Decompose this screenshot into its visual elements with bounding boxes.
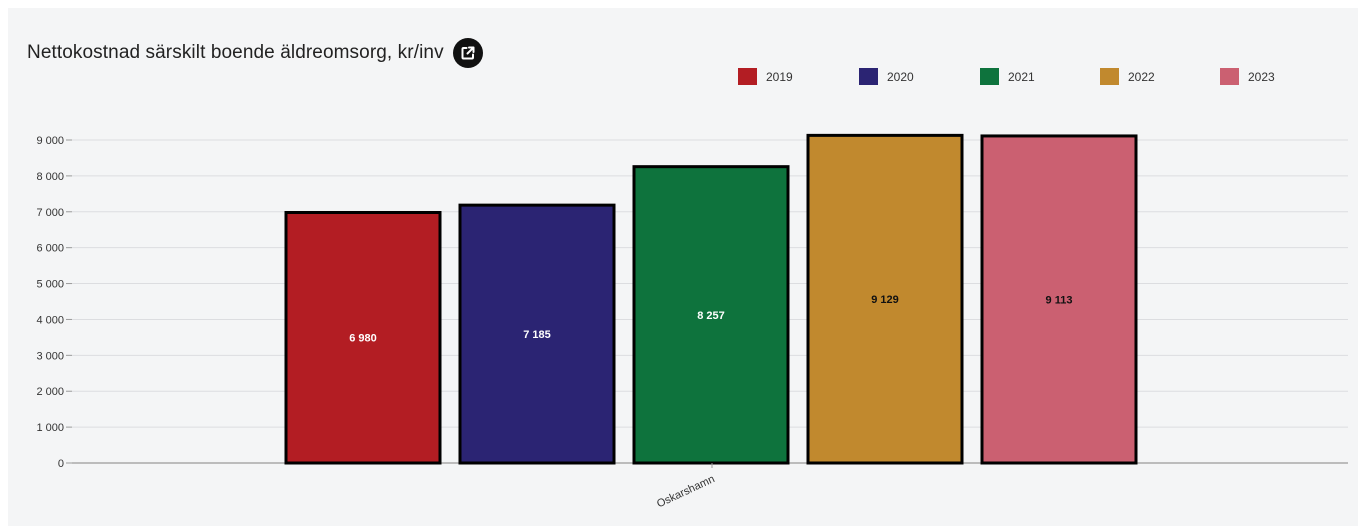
external-link-button[interactable]	[452, 38, 483, 68]
legend-label: 2021	[1008, 69, 1035, 84]
legend-swatch	[1100, 68, 1119, 85]
legend-item-2022[interactable]: 2022	[1100, 68, 1155, 85]
y-tick-label: 2 000	[36, 386, 64, 398]
bar-2023	[980, 134, 1138, 465]
legend-swatch	[738, 68, 757, 85]
external-link-icon	[461, 46, 475, 60]
chart-header: Nettokostnad särskilt boende äldreomsorg…	[27, 38, 483, 68]
y-tick-label: 9 000	[36, 135, 64, 147]
legend-item-2021[interactable]: 2021	[980, 68, 1035, 85]
legend-swatch	[980, 68, 999, 85]
legend-label: 2023	[1248, 69, 1275, 84]
data-label-2020: 7 185	[523, 329, 551, 341]
bar-2021	[632, 165, 790, 465]
data-label-2021: 8 257	[697, 310, 725, 322]
data-label-2019: 6 980	[349, 333, 377, 345]
y-tick-label: 4 000	[36, 314, 64, 326]
legend-label: 2022	[1128, 69, 1155, 84]
y-tick-label: 1 000	[36, 422, 64, 434]
legend-swatch	[1220, 68, 1239, 85]
y-tick-label: 8 000	[36, 171, 64, 183]
bar-2019	[284, 210, 442, 465]
legend-item-2023[interactable]: 2023	[1220, 68, 1275, 85]
chart-title: Nettokostnad särskilt boende äldreomsorg…	[27, 42, 444, 63]
bar-2022	[806, 133, 964, 465]
y-tick-label: 6 000	[36, 243, 64, 255]
bar-2020	[458, 203, 616, 465]
x-tick-label: Oskarshamn	[655, 473, 717, 510]
y-tick-label: 3 000	[36, 350, 64, 362]
y-tick-label: 5 000	[36, 279, 64, 291]
y-tick-label: 0	[58, 458, 64, 470]
data-label-2023: 9 113	[1046, 294, 1073, 306]
data-label-2022: 9 129	[871, 294, 899, 306]
legend-item-2019[interactable]: 2019	[738, 68, 793, 85]
legend-swatch	[859, 68, 878, 85]
legend-label: 2020	[887, 69, 914, 84]
legend-label: 2019	[766, 69, 793, 84]
y-tick-label: 7 000	[36, 207, 64, 219]
legend-item-2020[interactable]: 2020	[859, 68, 914, 85]
